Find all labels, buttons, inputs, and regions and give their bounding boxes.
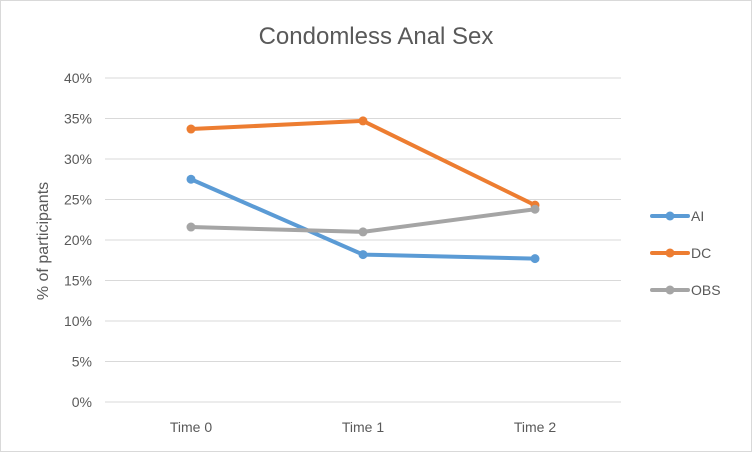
legend-item-dc: DC	[650, 245, 711, 261]
x-tick-label: Time 2	[514, 419, 556, 435]
y-tick-label: 40%	[64, 70, 92, 86]
data-point	[358, 227, 368, 237]
data-point	[358, 250, 368, 260]
data-point	[530, 254, 540, 264]
y-tick-label: 35%	[64, 111, 92, 127]
legend: AI DC OBS	[650, 208, 721, 298]
y-tick-label: 15%	[64, 273, 92, 289]
y-axis-label: % of participants	[35, 182, 52, 300]
legend-label: AI	[691, 208, 704, 224]
x-tick-labels: Time 0 Time 1 Time 2	[170, 419, 556, 435]
y-tick-labels: 0% 5% 10% 15% 20% 25% 30% 35% 40%	[64, 70, 92, 410]
series-ai	[186, 174, 540, 264]
x-tick-label: Time 1	[342, 419, 384, 435]
series-obs	[186, 204, 540, 237]
y-tick-label: 5%	[72, 354, 92, 370]
series-lines	[186, 116, 540, 264]
data-point	[530, 204, 540, 214]
legend-swatch-marker	[665, 211, 675, 221]
data-point	[186, 174, 196, 184]
legend-label: DC	[691, 245, 711, 261]
legend-item-ai: AI	[650, 208, 704, 224]
series-line	[189, 118, 537, 208]
legend-swatch-marker	[665, 248, 675, 258]
data-point	[186, 124, 196, 134]
legend-swatch-marker	[665, 285, 675, 295]
gridlines	[105, 77, 621, 403]
data-point	[186, 222, 196, 232]
y-tick-label: 0%	[72, 394, 92, 410]
y-tick-label: 20%	[64, 232, 92, 248]
legend-item-obs: OBS	[650, 282, 721, 298]
chart-title: Condomless Anal Sex	[259, 23, 494, 50]
legend-label: OBS	[691, 282, 721, 298]
series-line	[189, 177, 537, 261]
series-dc	[186, 116, 540, 210]
x-tick-label: Time 0	[170, 419, 212, 435]
y-tick-label: 25%	[64, 192, 92, 208]
y-tick-label: 30%	[64, 151, 92, 167]
data-point	[358, 116, 368, 126]
y-tick-label: 10%	[64, 313, 92, 329]
